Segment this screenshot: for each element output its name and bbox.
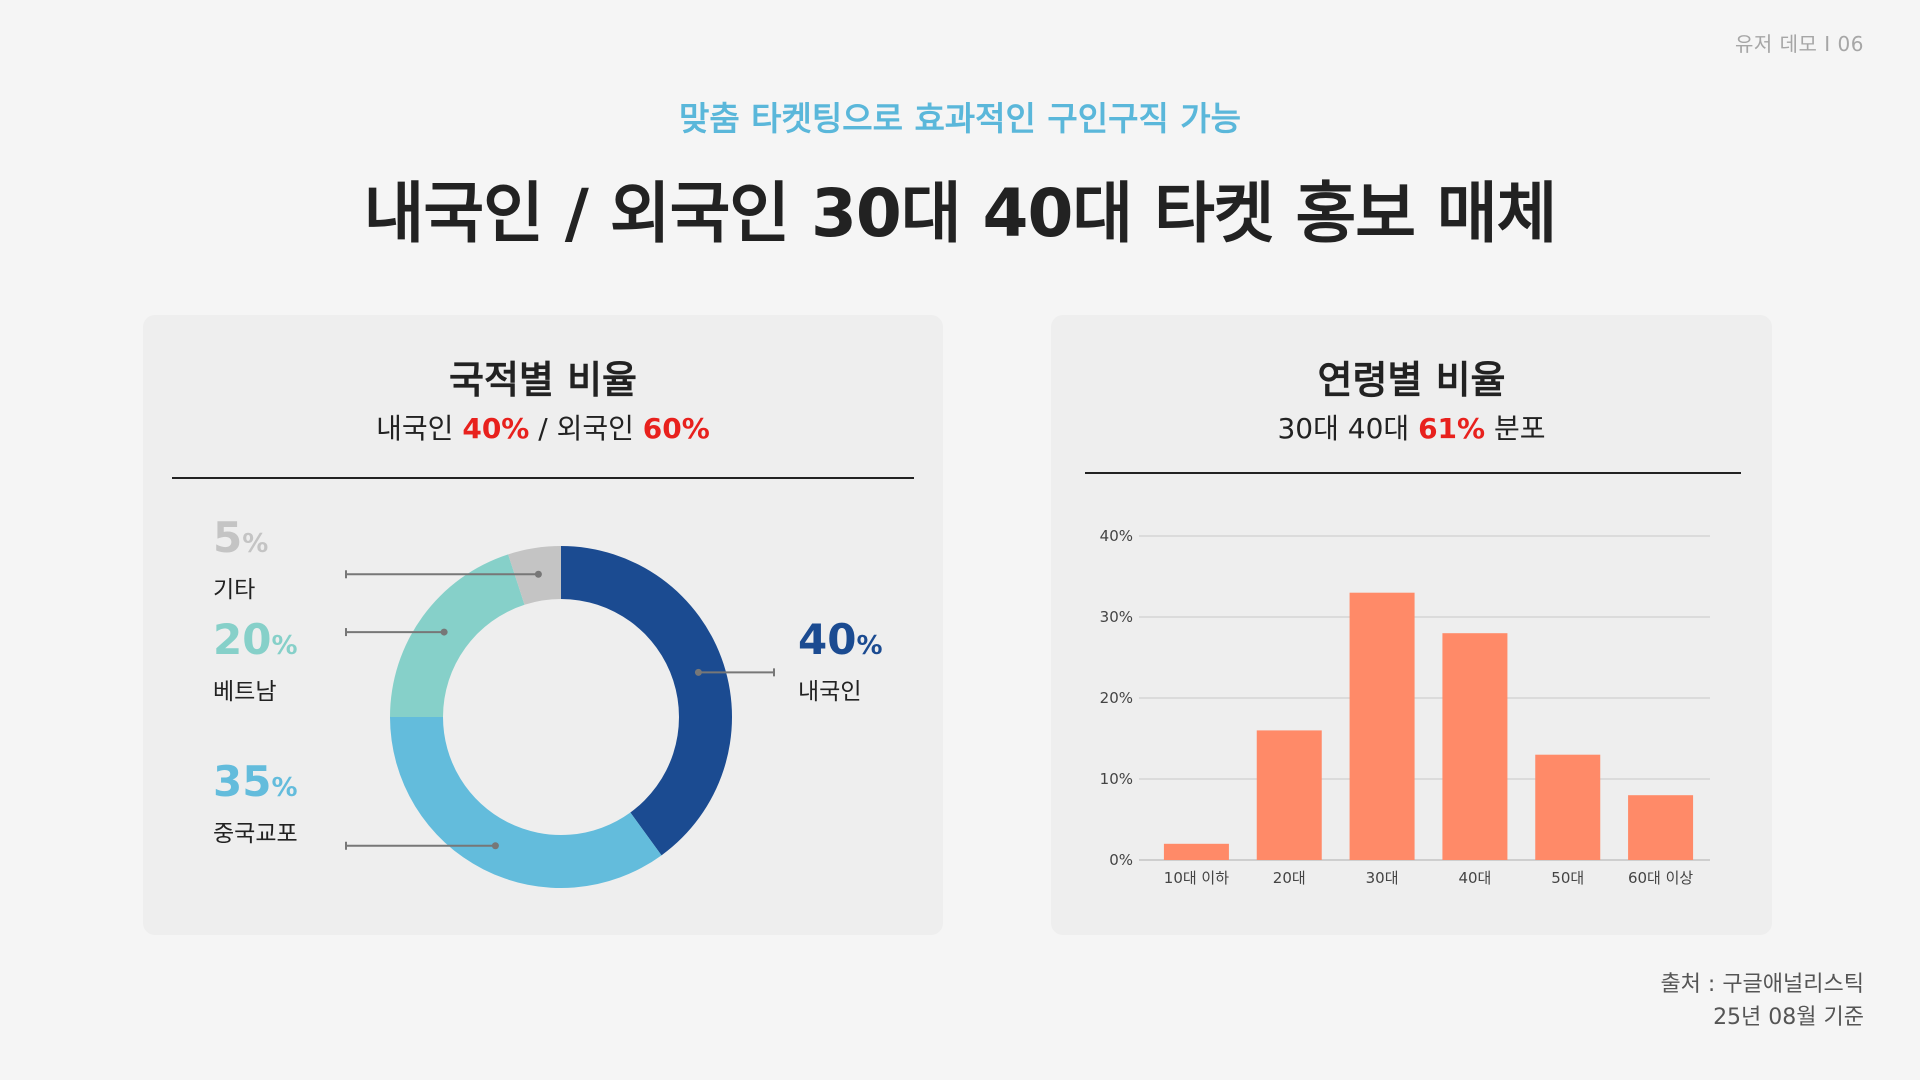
leader-dot-chinese (491, 842, 499, 850)
leader-dot-other (534, 570, 542, 578)
bar-5 (1628, 795, 1694, 860)
callout-vietnam-pct: 20% (213, 618, 298, 668)
donut-slice-chinese (390, 717, 662, 889)
source-line-2: 25년 08월 기준 (1713, 1005, 1864, 1030)
x-tick-label: 10대 이하 (1164, 869, 1229, 887)
callout-vietnam-name: 베트남 (213, 679, 277, 705)
x-tick-label: 50대 (1551, 869, 1584, 887)
callout-chinese: 35% 중국교포 (213, 760, 298, 848)
chinese-value: 35 (213, 757, 272, 806)
domestic-value: 40 (798, 615, 857, 664)
y-tick-label: 0% (1109, 851, 1133, 869)
bar-1 (1256, 730, 1322, 860)
callout-domestic-name: 내국인 (798, 679, 862, 705)
donut-chart (345, 546, 775, 889)
y-tick-label: 20% (1100, 689, 1133, 707)
y-tick-label: 30% (1100, 608, 1133, 626)
callout-chinese-name: 중국교포 (213, 821, 298, 847)
age-summary-suffix: 분포 (1485, 412, 1546, 445)
pct-sign: % (271, 631, 298, 661)
age-summary: 30대 40대 61% 분포 (1051, 407, 1772, 447)
pct-sign: % (856, 631, 883, 661)
domestic-ratio: 40% (462, 412, 530, 445)
summary-middle: / 외국인 (529, 412, 643, 445)
nationality-title: 국적별 비율 (448, 358, 638, 402)
source-note: 출처 : 구글애널리스틱 25년 08월 기준 (1660, 968, 1864, 1034)
x-tick-label: 30대 (1366, 869, 1399, 887)
callout-chinese-pct: 35% (213, 760, 298, 810)
callout-other-name: 기타 (213, 577, 256, 603)
pct-sign: % (271, 773, 298, 803)
age-summary-value: 61% (1418, 412, 1486, 445)
bar-4 (1535, 754, 1601, 860)
x-tick-label: 60대 이상 (1628, 869, 1693, 887)
donut-slice-vietnam (390, 554, 525, 717)
donut-slice-other (508, 546, 561, 605)
callout-other-pct: 5% (213, 516, 268, 566)
callout-domestic-pct: 40% (798, 618, 883, 668)
y-tick-label: 40% (1100, 527, 1133, 545)
summary-prefix: 내국인 (376, 412, 463, 445)
source-line-1: 출처 : 구글애널리스틱 (1660, 972, 1864, 997)
callout-vietnam: 20% 베트남 (213, 618, 298, 706)
vietnam-value: 20 (213, 615, 272, 664)
age-summary-prefix: 30대 40대 (1277, 412, 1419, 445)
callout-domestic: 40% 내국인 (798, 618, 883, 706)
leader-dot-vietnam (440, 628, 448, 636)
bar-2 (1349, 592, 1415, 860)
page-number: 유저 데모 I 06 (1734, 32, 1864, 56)
age-bar-chart: 0% 10% 20% 30% 40% 10대 이하 20대 30대 40대 50대 60대 이상 (1100, 527, 1710, 887)
nationality-card: 국적별 비율 내국인 40% / 외국인 60% 5% 기타 20% 베트남 3… (143, 315, 943, 935)
callout-other: 5% 기타 (213, 516, 268, 604)
other-value: 5 (213, 513, 243, 562)
age-title: 연령별 비율 (1317, 358, 1506, 402)
pct-sign: % (242, 529, 269, 559)
page-title: 내국인 / 외국인 30대 40대 타켓 홍보 매체 (363, 175, 1558, 252)
x-tick-label: 40대 (1458, 869, 1491, 887)
bar-0 (1163, 843, 1229, 860)
x-tick-label: 20대 (1273, 869, 1306, 887)
donut-slice-domestic (561, 546, 732, 856)
leader-dot-domestic (694, 668, 702, 676)
bar-3 (1442, 633, 1508, 860)
foreign-ratio: 60% (642, 412, 710, 445)
nationality-summary: 내국인 40% / 외국인 60% (143, 407, 943, 447)
divider (172, 477, 914, 479)
age-card: 연령별 비율 30대 40대 61% 분포 0% 10% 20% 30% 40% 10대… (1051, 315, 1772, 935)
divider (1085, 472, 1741, 474)
page-subtitle: 맞춤 타켓팅으로 효과적인 구인구직 가능 (678, 99, 1242, 138)
y-tick-label: 10% (1100, 770, 1133, 788)
